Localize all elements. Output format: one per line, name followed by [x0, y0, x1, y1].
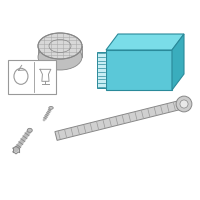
Ellipse shape [180, 100, 188, 108]
Ellipse shape [49, 106, 53, 109]
Polygon shape [106, 34, 184, 50]
Polygon shape [55, 100, 185, 140]
FancyBboxPatch shape [38, 46, 82, 57]
Ellipse shape [27, 128, 32, 132]
Ellipse shape [176, 96, 192, 112]
Polygon shape [106, 50, 172, 90]
Ellipse shape [38, 44, 82, 70]
Bar [97, 52, 106, 88]
Polygon shape [172, 34, 184, 90]
Bar [8, 60, 56, 94]
Ellipse shape [38, 33, 82, 59]
